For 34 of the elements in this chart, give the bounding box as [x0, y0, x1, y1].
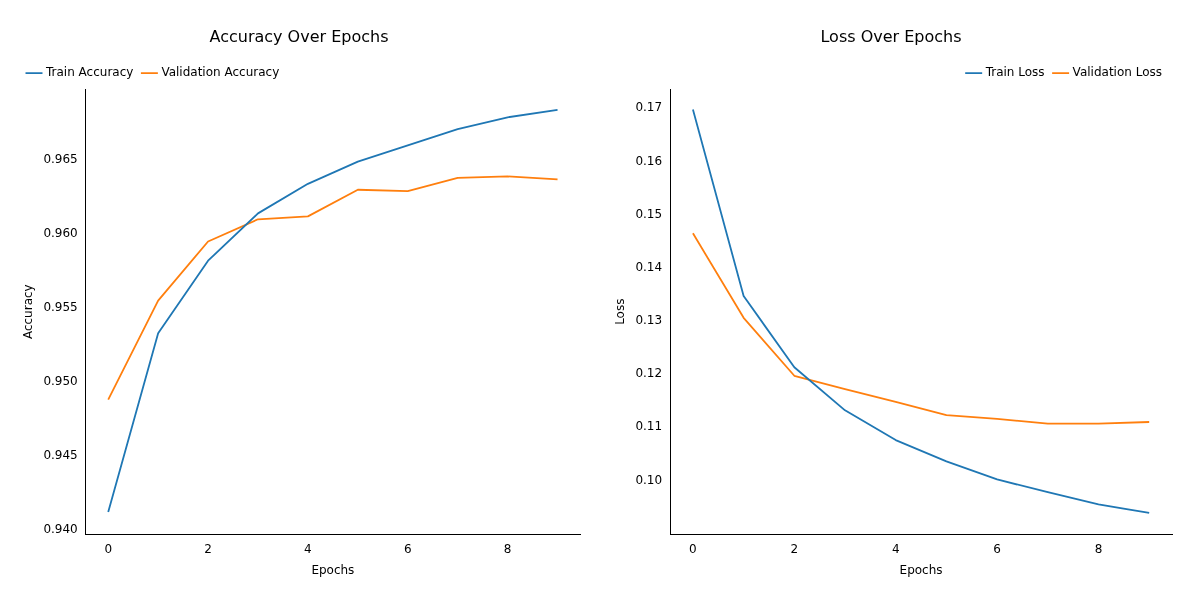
x-tick-label: 8: [503, 541, 512, 556]
chart-title: Loss Over Epochs: [820, 26, 962, 46]
x-tick-label: 2: [790, 541, 799, 556]
x-axis-title: Epochs: [899, 562, 943, 577]
legend-label: Validation Accuracy: [161, 65, 280, 80]
x-tick-label: 0: [104, 541, 113, 556]
chart-title: Accuracy Over Epochs: [209, 26, 389, 46]
y-tick-label: 0.945: [43, 447, 78, 462]
legend-label: Validation Loss: [1072, 65, 1162, 80]
y-tick-label: 0.15: [635, 206, 663, 221]
x-tick-label: 6: [993, 541, 1001, 556]
y-tick-label: 0.950: [43, 374, 78, 389]
y-tick-label: 0.960: [43, 226, 78, 241]
legend-label: Train Loss: [984, 65, 1045, 80]
legend-label: Train Accuracy: [45, 65, 134, 80]
y-tick-label: 0.12: [635, 366, 663, 381]
y-tick-label: 0.14: [635, 259, 663, 274]
y-tick-label: 0.13: [635, 313, 663, 328]
x-tick-label: 4: [304, 541, 312, 556]
y-tick-label: 0.965: [43, 152, 78, 167]
x-tick-label: 4: [891, 541, 900, 556]
y-axis-title: Accuracy: [21, 284, 36, 340]
y-tick-label: 0.940: [43, 521, 78, 536]
x-tick-label: 8: [1094, 541, 1103, 556]
x-tick-label: 0: [689, 541, 697, 556]
y-tick-label: 0.16: [635, 153, 663, 168]
y-axis-title: Loss: [613, 298, 628, 325]
x-tick-label: 2: [204, 541, 212, 556]
x-axis-title: Epochs: [311, 562, 355, 577]
x-tick-label: 6: [403, 541, 412, 556]
y-tick-label: 0.17: [635, 100, 663, 115]
y-tick-label: 0.10: [635, 472, 663, 487]
y-tick-label: 0.955: [43, 300, 78, 315]
y-tick-label: 0.11: [635, 419, 663, 434]
